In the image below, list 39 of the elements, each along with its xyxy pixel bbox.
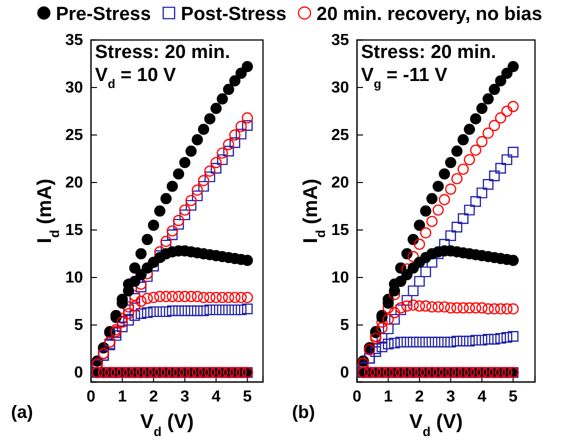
legend-label: Pre-Stress	[56, 4, 151, 25]
annotation: V$_{d}$ = 10 V	[95, 65, 176, 91]
x-tick-label: 0	[352, 388, 362, 406]
annotation: Stress: 20 min.	[361, 42, 496, 63]
x-tick-label: 0	[86, 388, 96, 406]
x-tick-label: 1	[118, 388, 127, 406]
x-tick-label: 1	[384, 388, 393, 406]
legend-label: Post-Stress	[180, 4, 287, 25]
x-tick-label: 5	[508, 388, 518, 406]
annotation: V$_{g}$ = -11 V	[361, 65, 448, 91]
x-tick-label: 2	[149, 388, 158, 406]
x-tick-label: 5	[242, 388, 252, 406]
x-tick-label: 4	[212, 388, 221, 406]
x-tick-label: 4	[477, 388, 486, 406]
y-tick-label: 30	[331, 80, 350, 97]
annotation: Stress: 20 min.	[95, 42, 230, 63]
y-tick-label: 5	[340, 317, 350, 334]
y-tick-label: 15	[65, 222, 84, 240]
y-tick-label: 10	[331, 270, 350, 287]
x-tick-label: 2	[415, 388, 424, 406]
x-tick-label: 3	[180, 388, 190, 406]
y-tick-label: 5	[74, 317, 84, 334]
y-tick-label: 0	[74, 364, 84, 382]
y-tick-label: 20	[331, 174, 350, 192]
y-tick-label: 0	[340, 364, 350, 382]
y-tick-label: 25	[65, 127, 84, 144]
y-tick-label: 30	[65, 80, 84, 97]
y-tick-label: 25	[331, 127, 350, 144]
text: (b)	[292, 402, 315, 422]
text: (a)	[11, 402, 34, 422]
y-tick-label: 35	[331, 32, 350, 50]
y-tick-label: 15	[331, 222, 350, 240]
y-tick-label: 35	[65, 32, 84, 50]
y-tick-label: 20	[65, 174, 84, 192]
y-tick-label: 10	[65, 270, 84, 287]
x-axis-title: V$_{d}$ (V)	[140, 411, 194, 438]
x-tick-label: 3	[446, 388, 456, 406]
legend-label: 20 min. recovery, no bias	[316, 4, 542, 25]
x-axis-title: V$_{d}$ (V)	[409, 411, 463, 438]
